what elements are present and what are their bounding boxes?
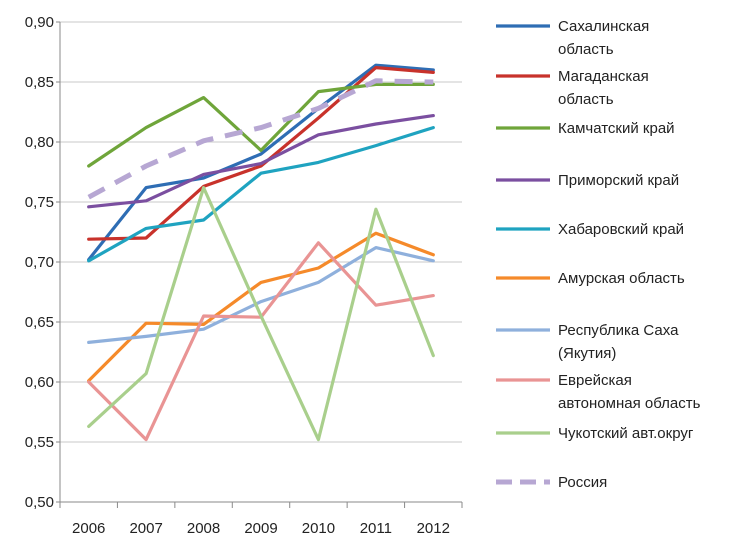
legend: Сахалинская область Магаданская область Камч… bbox=[496, 18, 701, 491]
legend-label: Чукотский авт.округ bbox=[558, 425, 694, 442]
legend-label: область bbox=[558, 41, 614, 58]
series-line bbox=[87, 65, 435, 241]
series-line bbox=[87, 78, 434, 200]
legend-label: Приморский край bbox=[558, 172, 679, 189]
legend-label: Еврейская bbox=[558, 372, 632, 389]
y-tick-label: 0,90 bbox=[25, 14, 54, 31]
y-tick-label: 0,60 bbox=[25, 374, 54, 391]
y-tick-label: 0,50 bbox=[25, 494, 54, 511]
legend-label: (Якутия) bbox=[558, 345, 616, 362]
x-tick-label: 2010 bbox=[302, 520, 335, 537]
x-tick-labels: 2006 2007 2008 2009 2010 2011 2012 bbox=[72, 520, 450, 537]
y-tick-label: 0,65 bbox=[25, 314, 54, 331]
x-tick-label: 2008 bbox=[187, 520, 220, 537]
legend-label: Магаданская bbox=[558, 68, 649, 85]
y-tick-label: 0,75 bbox=[25, 194, 54, 211]
x-tick-label: 2012 bbox=[417, 520, 450, 537]
legend-label: Сахалинская bbox=[558, 18, 649, 35]
legend-label: Камчатский край bbox=[558, 120, 675, 137]
legend-label: область bbox=[558, 91, 614, 108]
series-line bbox=[87, 63, 435, 262]
series-line bbox=[87, 231, 435, 383]
y-tick-label: 0,80 bbox=[25, 134, 54, 151]
series-line bbox=[87, 125, 435, 263]
legend-label: Республика Саха bbox=[558, 322, 679, 339]
y-tick-label: 0,70 bbox=[25, 254, 54, 271]
x-tick-label: 2009 bbox=[244, 520, 277, 537]
axes bbox=[56, 21, 463, 508]
legend-label: Россия bbox=[558, 474, 607, 491]
y-tick-label: 0,55 bbox=[25, 434, 54, 451]
series-lines bbox=[87, 63, 435, 442]
series-line bbox=[87, 246, 435, 344]
legend-label: автономная область bbox=[558, 395, 701, 412]
legend-label: Амурская область bbox=[558, 270, 685, 287]
series-line bbox=[87, 82, 435, 168]
x-tick-label: 2007 bbox=[129, 520, 162, 537]
series-line bbox=[87, 241, 435, 442]
y-tick-label: 0,85 bbox=[25, 74, 54, 91]
series-line bbox=[87, 113, 435, 209]
legend-label: Хабаровский край bbox=[558, 221, 684, 238]
x-tick-label: 2006 bbox=[72, 520, 105, 537]
x-tick-label: 2011 bbox=[360, 520, 392, 537]
y-tick-labels: 0,50 0,55 0,60 0,65 0,70 0,75 0,80 0,85 0,90 bbox=[25, 14, 54, 511]
series-line bbox=[87, 186, 435, 442]
